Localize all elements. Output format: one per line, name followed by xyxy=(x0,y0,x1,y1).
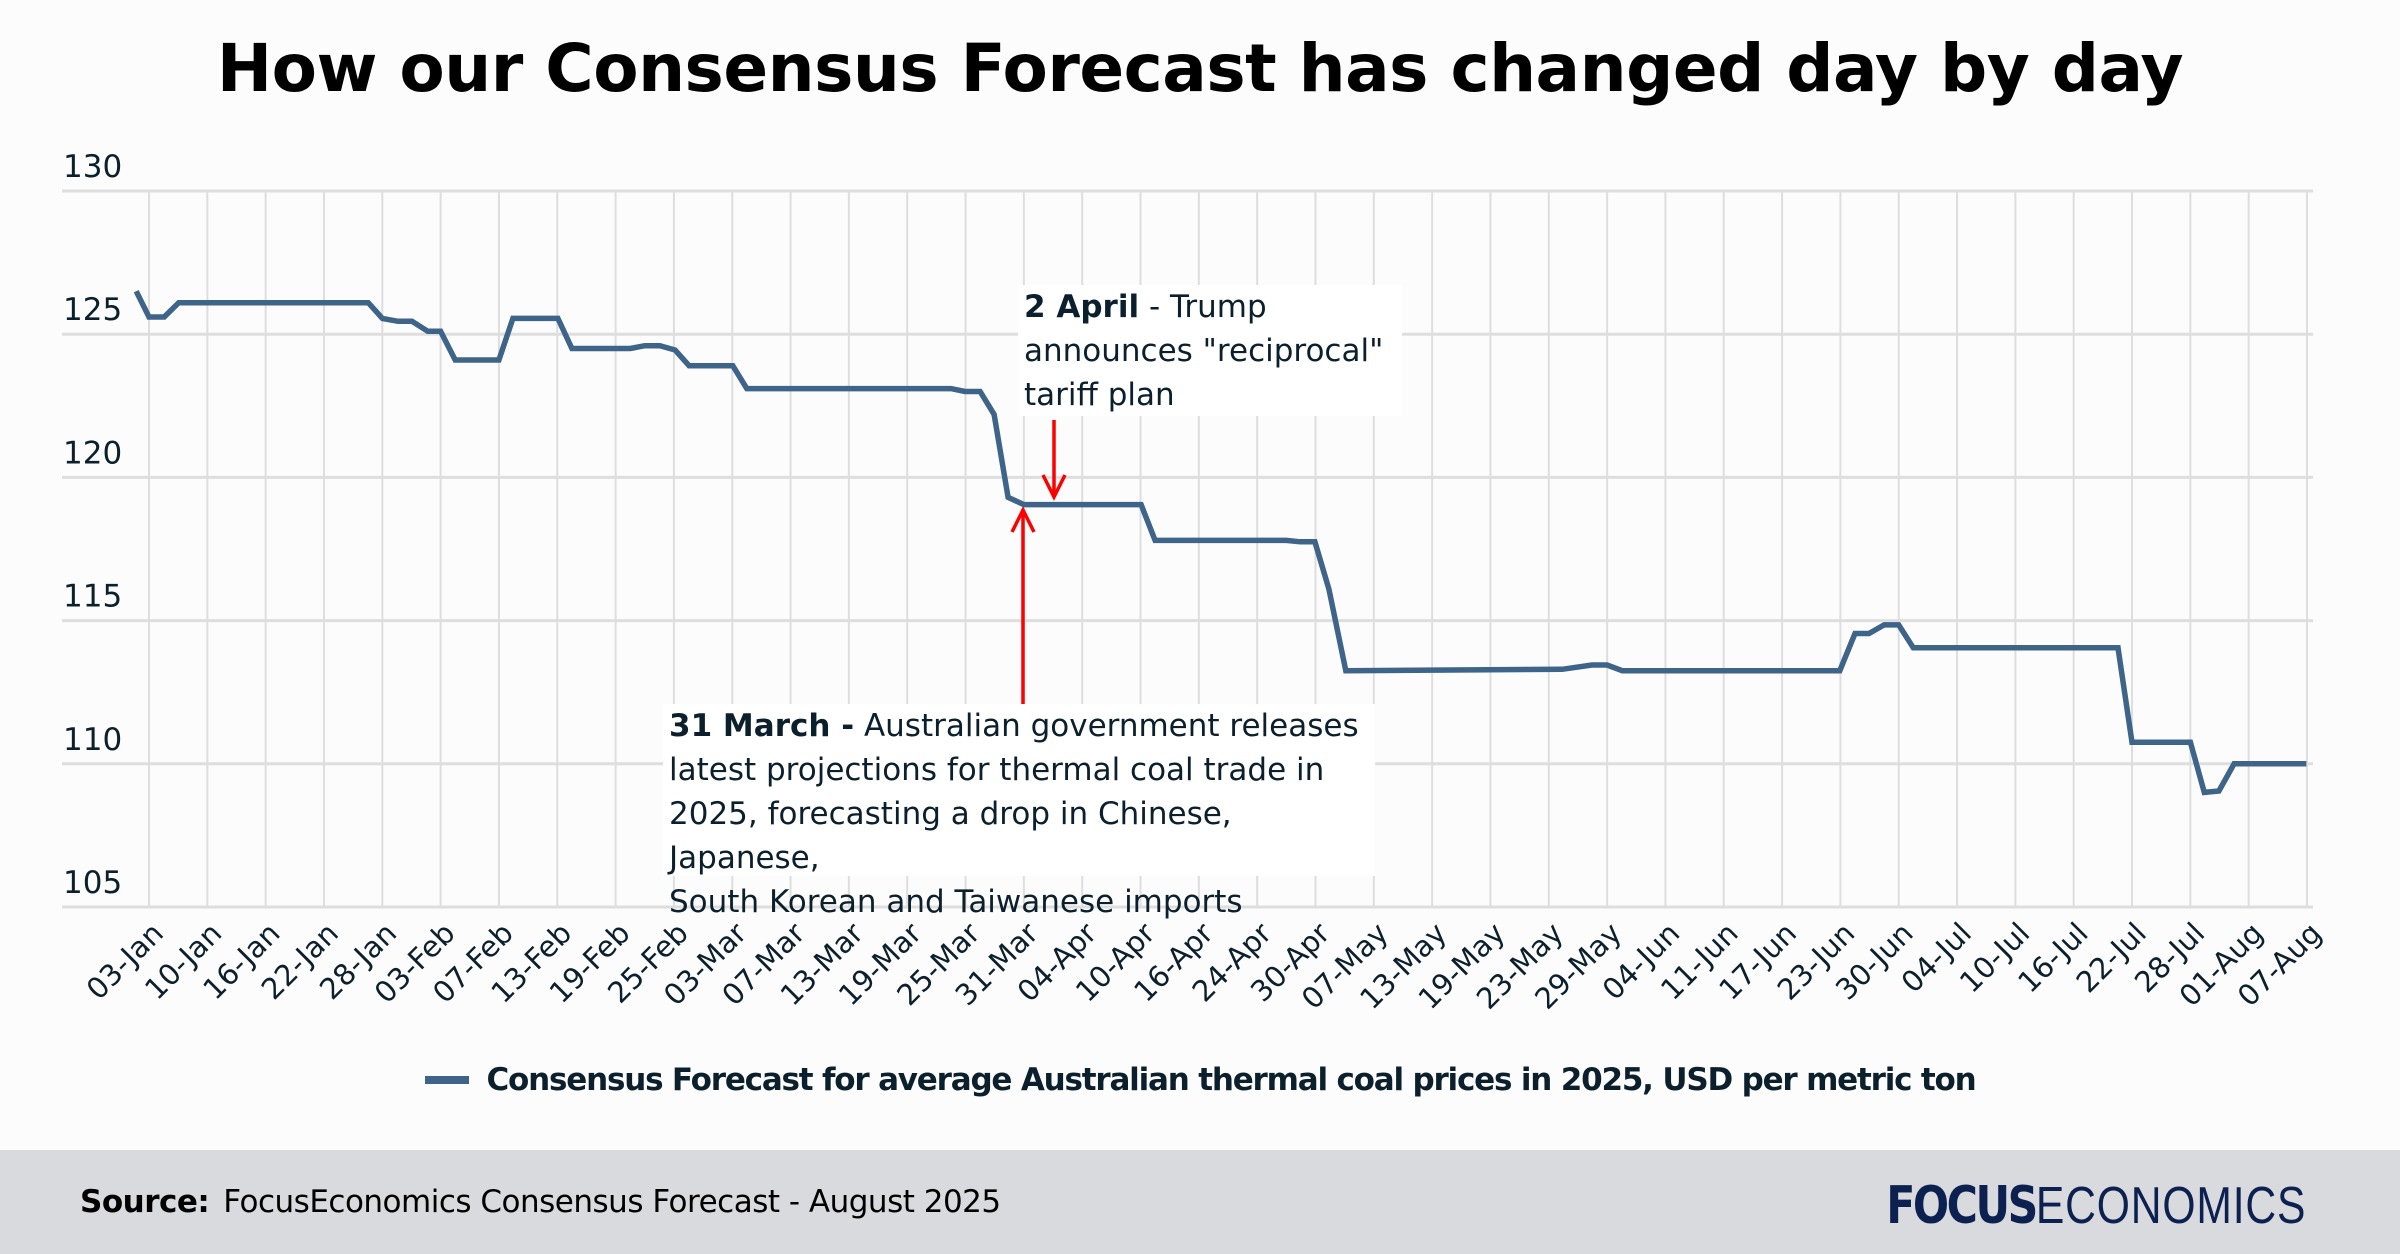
annotation-arrows xyxy=(1010,420,1067,704)
annotation-text: latest projections for thermal coal trad… xyxy=(669,752,1325,788)
arrow-2-april xyxy=(1041,420,1067,501)
logo-bold: FOCUS xyxy=(1885,1176,2038,1236)
legend-label: Consensus Forecast for average Australia… xyxy=(486,1062,1977,1098)
source-text: FocusEconomics Consensus Forecast - Augu… xyxy=(223,1184,1001,1220)
annotation-text: tariff plan xyxy=(1024,377,1175,413)
y-tick-label: 130 xyxy=(63,149,122,185)
series xyxy=(133,289,2307,796)
legend-swatch xyxy=(424,1076,469,1084)
footer: Source: FocusEconomics Consensus Forecast… xyxy=(0,1150,2400,1254)
y-tick-label: 120 xyxy=(63,435,122,471)
x-axis: 03-Jan10-Jan16-Jan22-Jan28-Jan03-Feb07-F… xyxy=(80,916,2328,1016)
y-tick-label: 115 xyxy=(63,579,122,615)
annotation-date: 2 April xyxy=(1024,289,1140,325)
chart-title: How our Consensus Forecast has changed d… xyxy=(216,30,2184,107)
annotation-31-march: 31 March - Australian government release… xyxy=(663,704,1375,920)
y-tick-label: 105 xyxy=(63,865,122,901)
source-note: Source: FocusEconomics Consensus Forecast… xyxy=(80,1184,1001,1220)
y-tick-label: 125 xyxy=(63,292,122,328)
annotation-text: announces "reciprocal" xyxy=(1024,333,1384,369)
annotation-text: 2025, forecasting a drop in Chinese, Jap… xyxy=(669,796,1232,876)
annotation-text: South Korean and Taiwanese imports xyxy=(669,884,1243,920)
series-line xyxy=(133,289,2307,796)
annotation-date: 31 March - xyxy=(669,708,855,744)
focuseconomics-logo: FOCUSECONOMICS xyxy=(1886,1176,2306,1236)
y-axis: 130 125 120 115 110 105 xyxy=(63,149,122,901)
arrow-31-march xyxy=(1010,506,1036,704)
annotation-text: Australian government releases xyxy=(854,708,1359,744)
arrow-head xyxy=(1010,506,1036,533)
logo-light: ECONOMICS xyxy=(2035,1177,2306,1235)
legend: Consensus Forecast for average Australia… xyxy=(0,1062,2400,1098)
y-tick-label: 110 xyxy=(63,722,122,758)
source-label: Source: xyxy=(80,1184,210,1220)
annotation-2-april: 2 April - Trump announces "reciprocal" t… xyxy=(1018,285,1402,416)
arrow-head xyxy=(1041,474,1067,501)
annotation-text: - Trump xyxy=(1139,289,1267,325)
